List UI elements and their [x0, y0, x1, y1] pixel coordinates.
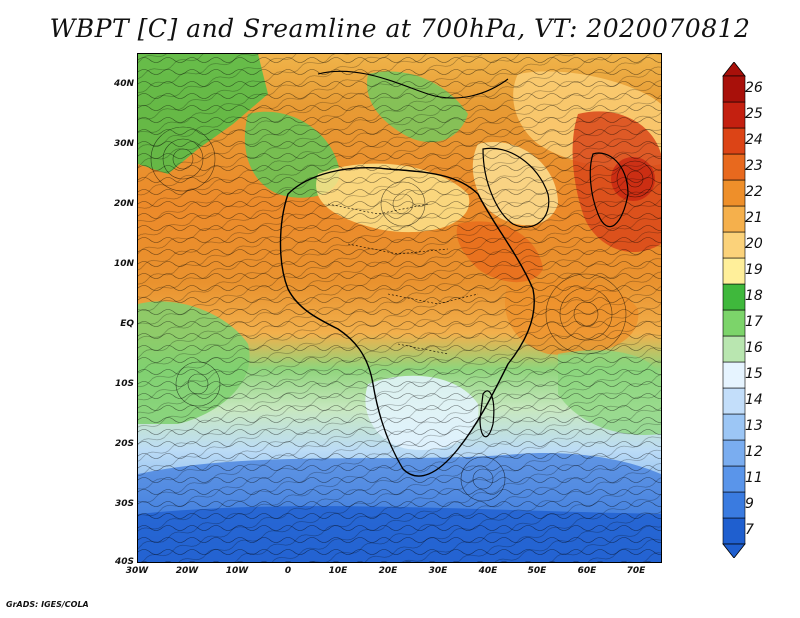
colorbar-segment: [722, 491, 746, 519]
lon-label-60e: 60E: [577, 566, 597, 576]
colorbar-label: 13: [745, 418, 763, 434]
colorbar-label: 23: [745, 158, 763, 174]
colorbar-label: 12: [745, 444, 763, 460]
lat-label-40s: 40S: [114, 557, 134, 567]
coastline-india: [589, 152, 629, 228]
coastline-europe: [317, 70, 509, 99]
colorbar-segment: [722, 361, 746, 389]
lon-label-50e: 50E: [527, 566, 547, 576]
colorbar-label: 17: [745, 314, 763, 330]
colorbar-segment: [722, 413, 746, 441]
lon-label-30e: 30E: [428, 566, 448, 576]
lat-label-30n: 30N: [113, 139, 134, 149]
colorbar-label: 21: [745, 210, 763, 226]
colorbar-segment: [722, 335, 746, 363]
lat-label-20n: 20N: [113, 199, 134, 209]
lon-label-30w: 30W: [125, 566, 149, 576]
map-title: WBPT [C] and Sreamline at 700hPa, VT: 20…: [49, 14, 751, 43]
coastline-africa: [279, 167, 535, 477]
lon-label-10w: 10W: [225, 566, 249, 576]
grads-credit: GrADS: IGES/COLA: [6, 600, 89, 609]
colorbar-segment: [722, 153, 746, 181]
lat-label-10n: 10N: [113, 259, 134, 269]
colorbar-label: 24: [745, 132, 763, 148]
colorbar-segment: [722, 465, 746, 493]
lat-label-20s: 20S: [114, 439, 134, 449]
lat-label-40n: 40N: [113, 79, 134, 89]
colorbar-scale: [722, 61, 746, 559]
colorbar-label: 15: [745, 366, 763, 382]
colorbar-segment: [722, 179, 746, 207]
coastline-madagascar: [479, 390, 495, 438]
lon-label-0: 0: [284, 566, 292, 576]
map-plot-area: [137, 53, 662, 563]
colorbar-label: 16: [745, 340, 763, 356]
colorbar-label: 9: [745, 496, 754, 512]
colorbar-top-arrow: [722, 61, 746, 77]
lon-label-20e: 20E: [378, 566, 398, 576]
colorbar-label: 20: [745, 236, 763, 252]
colorbar-segment: [722, 283, 746, 311]
lat-label-eq: EQ: [120, 319, 134, 329]
colorbar-segment: [722, 309, 746, 337]
colorbar-segment: [722, 439, 746, 467]
colorbar-segment: [722, 517, 746, 545]
colorbar-segment: [722, 101, 746, 129]
lat-label-10s: 10S: [114, 379, 134, 389]
coastline-arabia: [482, 147, 550, 228]
colorbar-label: 18: [745, 288, 763, 304]
lon-label-40e: 40E: [478, 566, 498, 576]
colorbar-label: 22: [745, 184, 763, 200]
colorbar: [718, 61, 750, 562]
colorbar-bottom-arrow: [722, 543, 746, 559]
lat-label-30s: 30S: [114, 499, 134, 509]
colorbar-segment: [722, 205, 746, 233]
colorbar-label: 14: [745, 392, 763, 408]
colorbar-segment: [722, 231, 746, 259]
lon-label-70e: 70E: [626, 566, 646, 576]
streamlines-layer-secondary: [138, 54, 661, 562]
colorbar-segment: [722, 75, 746, 103]
wbpt-streamline-map: [138, 54, 661, 562]
lon-label-10e: 10E: [328, 566, 348, 576]
colorbar-label: 7: [745, 522, 754, 538]
colorbar-segment: [722, 127, 746, 155]
colorbar-label: 19: [745, 262, 763, 278]
colorbar-label: 26: [745, 80, 763, 96]
vortex-streamlines: [150, 126, 654, 502]
colorbar-segment: [722, 387, 746, 415]
lon-label-20w: 20W: [175, 566, 199, 576]
colorbar-segment: [722, 257, 746, 285]
colorbar-label: 11: [745, 470, 763, 486]
colorbar-label: 25: [745, 106, 763, 122]
